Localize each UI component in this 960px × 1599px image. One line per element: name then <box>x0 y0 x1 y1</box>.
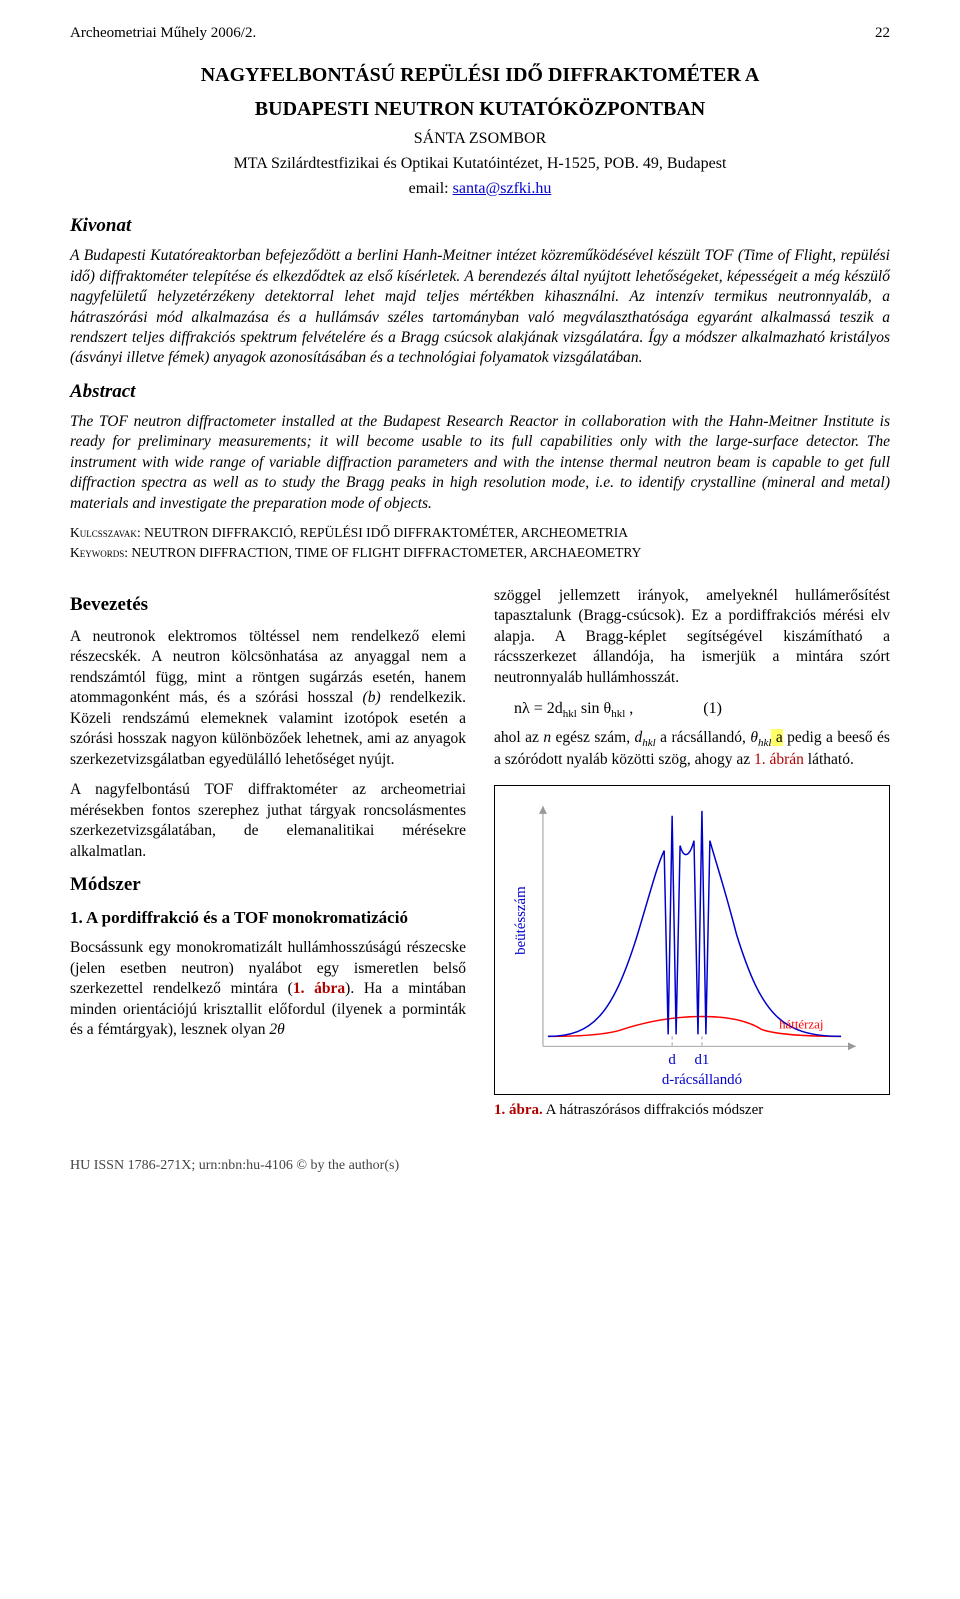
text: egész szám, <box>551 729 634 746</box>
email-line: email: santa@szfki.hu <box>70 178 890 199</box>
right-column: szöggel jellemzett irányok, amelyeknél h… <box>494 586 890 1121</box>
xtick-d1: d1 <box>694 1052 709 1068</box>
text: a rácsállandó, <box>656 729 751 746</box>
eq-sub: hkl <box>563 708 577 720</box>
x-axis-arrow-icon <box>848 1042 856 1050</box>
xtick-d: d <box>668 1052 676 1068</box>
abstract-body: The TOF neutron diffractometer installed… <box>70 412 890 514</box>
affiliation: MTA Szilárdtestfizikai és Optikai Kutató… <box>70 153 890 174</box>
fig-ref: 1. ábra <box>293 980 345 997</box>
main-curve <box>548 811 841 1037</box>
email-link[interactable]: santa@szfki.hu <box>453 180 552 197</box>
text: látható. <box>804 751 854 768</box>
figure-1-svg: beütésszám háttérzaj d d1 d-rácsállandó <box>495 786 889 1094</box>
page-footer: HU ISSN 1786-271X; urn:nbn:hu-4106 © by … <box>70 1157 890 1175</box>
text-sub: hkl <box>758 737 771 749</box>
bevezetes-p1: A neutronok elektromos töltéssel nem ren… <box>70 627 466 770</box>
eq-text: , <box>625 700 633 717</box>
kivonat-body: A Budapesti Kutatóreaktorban befejeződöt… <box>70 246 890 369</box>
text-italic: θ <box>750 729 758 746</box>
journal-name: Archeometriai Műhely 2006/2. <box>70 24 256 44</box>
eq-text: sin θ <box>577 700 611 717</box>
abstract-heading: Abstract <box>70 379 890 404</box>
text-italic: n <box>543 729 551 746</box>
page-header: Archeometriai Műhely 2006/2. 22 <box>70 24 890 44</box>
page-number: 22 <box>875 24 890 44</box>
eq-sub: hkl <box>611 708 625 720</box>
x-axis-label: d-rácsállandó <box>662 1072 742 1088</box>
text-sub: hkl <box>642 737 655 749</box>
fig-caption-label: 1. ábra. <box>494 1102 543 1118</box>
author: SÁNTA ZSOMBOR <box>70 128 890 149</box>
fig-ref: 1. ábrán <box>754 751 804 768</box>
series-label: háttérzaj <box>779 1016 823 1031</box>
text-italic: (b) <box>363 689 381 706</box>
right-p1: szöggel jellemzett irányok, amelyeknél h… <box>494 586 890 688</box>
kivonat-heading: Kivonat <box>70 213 890 238</box>
modszer-heading: Módszer <box>70 872 466 897</box>
left-column: Bevezetés A neutronok elektromos töltéss… <box>70 586 466 1121</box>
text: ahol az <box>494 729 543 746</box>
keywords-hu-label: Kulcsszavak <box>70 525 137 540</box>
figure-1-caption: 1. ábra. A hátraszórásos diffrakciós mód… <box>494 1101 890 1121</box>
bevezetes-p2: A nagyfelbontású TOF diffraktométer az a… <box>70 780 466 862</box>
figure-1: beütésszám háttérzaj d d1 d-rácsállandó <box>494 785 890 1095</box>
eq-number: (1) <box>703 698 722 719</box>
bevezetes-heading: Bevezetés <box>70 592 466 617</box>
text-italic: 2θ <box>269 1021 284 1038</box>
paper-title-line1: NAGYFELBONTÁSÚ REPÜLÉSI IDŐ DIFFRAKTOMÉT… <box>70 62 890 88</box>
keywords-hu-body: : NEUTRON DIFFRAKCIÓ, REPÜLÉSI IDŐ DIFFR… <box>137 525 628 540</box>
email-prefix: email: <box>409 180 453 197</box>
modszer-p1: Bocsássunk egy monokromatizált hullámhos… <box>70 938 466 1040</box>
keywords-en-label: Keywords <box>70 545 124 560</box>
fig-caption-text: A hátraszórásos diffrakciós módszer <box>543 1102 764 1118</box>
subsection-1-heading: 1. A pordiffrakció és a TOF monokromatiz… <box>70 907 466 928</box>
keywords-en: Keywords: NEUTRON DIFFRACTION, TIME OF F… <box>70 544 890 562</box>
paper-title-line2: BUDAPESTI NEUTRON KUTATÓKÖZPONTBAN <box>70 96 890 122</box>
right-p2: ahol az n egész szám, dhkl a rácsállandó… <box>494 728 890 771</box>
y-axis-arrow-icon <box>539 806 547 814</box>
text-highlight: a <box>771 729 782 746</box>
keywords-en-body: : NEUTRON DIFFRACTION, TIME OF FLIGHT DI… <box>124 545 641 560</box>
y-axis-label: beütésszám <box>513 886 529 955</box>
equation-1: nλ = 2dhkl sin θhkl ,(1) <box>514 698 890 722</box>
body-columns: Bevezetés A neutronok elektromos töltéss… <box>70 586 890 1121</box>
eq-text: nλ = 2d <box>514 700 563 717</box>
keywords-hu: Kulcsszavak: NEUTRON DIFFRAKCIÓ, REPÜLÉS… <box>70 524 890 542</box>
